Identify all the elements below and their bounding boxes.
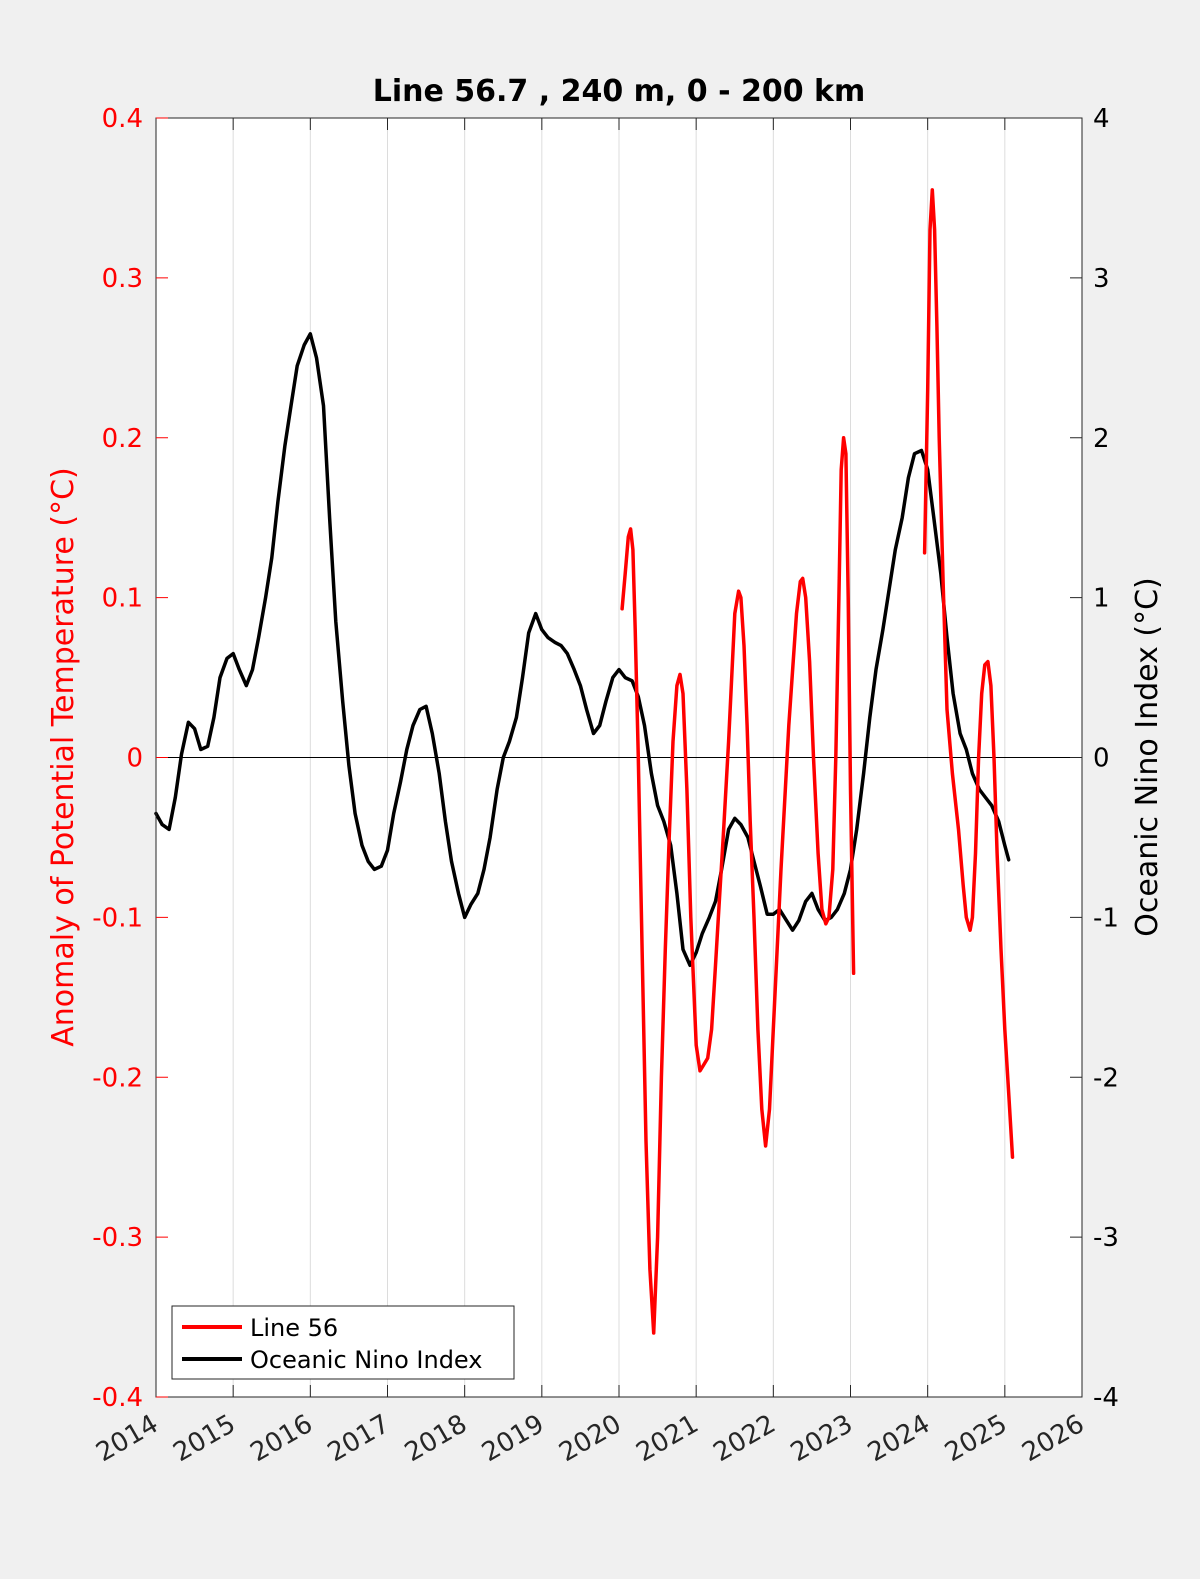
- y-right-tick-label--3: -3: [1093, 1223, 1119, 1253]
- y-left-tick-label-0.1: 0.1: [102, 584, 143, 614]
- x-tick-label-2024: 2024: [863, 1409, 935, 1468]
- y-left-tick-label--0.1: -0.1: [92, 903, 143, 933]
- x-tick-label-2018: 2018: [400, 1409, 472, 1468]
- y-right-tick-label-3: 3: [1093, 264, 1110, 294]
- x-tick-label-2017: 2017: [323, 1409, 395, 1468]
- y-left-tick-label-0.2: 0.2: [102, 424, 143, 454]
- x-tick-label-2019: 2019: [477, 1409, 549, 1468]
- y-right-tick-label-4: 4: [1093, 104, 1110, 134]
- y-left-tick-label--0.2: -0.2: [92, 1063, 143, 1093]
- y-right-tick-label--4: -4: [1093, 1383, 1119, 1413]
- y-right-tick-label--1: -1: [1093, 903, 1119, 933]
- legend-label-line-56: Line 56: [250, 1314, 338, 1342]
- y-right-tick-label--2: -2: [1093, 1063, 1119, 1093]
- y-right-tick-label-1: 1: [1093, 584, 1110, 614]
- y-left-tick-label--0.3: -0.3: [92, 1223, 143, 1253]
- x-tick-label-2026: 2026: [1017, 1409, 1089, 1468]
- series-line-56-segment-0: [620, 435, 856, 1335]
- x-tick-label-2014: 2014: [91, 1409, 163, 1468]
- axis-ticks: [155, 117, 1083, 1398]
- y-left-tick-label--0.4: -0.4: [92, 1383, 143, 1413]
- y-left-tick-label-0.3: 0.3: [102, 264, 143, 294]
- y-right-tick-label-0: 0: [1093, 744, 1110, 774]
- legend-box: [171, 1305, 515, 1380]
- y-left-tick-label-0.4: 0.4: [102, 104, 143, 134]
- x-tick-label-2025: 2025: [940, 1409, 1012, 1468]
- y-axis-right-label: Oceanic Nino Index (°C): [1130, 577, 1165, 937]
- x-tick-label-2020: 2020: [554, 1409, 626, 1468]
- x-tick-label-2021: 2021: [631, 1409, 703, 1468]
- series-group: [154, 188, 1015, 1335]
- x-tick-label-2015: 2015: [168, 1409, 240, 1468]
- x-tick-label-2022: 2022: [709, 1409, 781, 1468]
- legend: Line 56 Oceanic Nino Index: [171, 1305, 515, 1380]
- y-axis-left-label: Anomaly of Potential Temperature (°C): [46, 467, 81, 1046]
- x-tick-label-2016: 2016: [246, 1409, 318, 1468]
- series-oceanic-nino-index-segment-0: [154, 332, 1011, 968]
- tick-labels: 2014 2015 2016 2017 2018 2019 2020 2021 2022 2023…: [91, 104, 1119, 1468]
- y-right-tick-label-2: 2: [1093, 424, 1110, 454]
- legend-label-oni: Oceanic Nino Index: [250, 1346, 482, 1374]
- chart-title: Line 56.7 , 240 m, 0 - 200 km: [373, 74, 866, 109]
- x-tick-label-2023: 2023: [786, 1409, 858, 1468]
- series-line-56-segment-1: [922, 188, 1015, 1159]
- y-left-tick-label-0: 0: [126, 744, 143, 774]
